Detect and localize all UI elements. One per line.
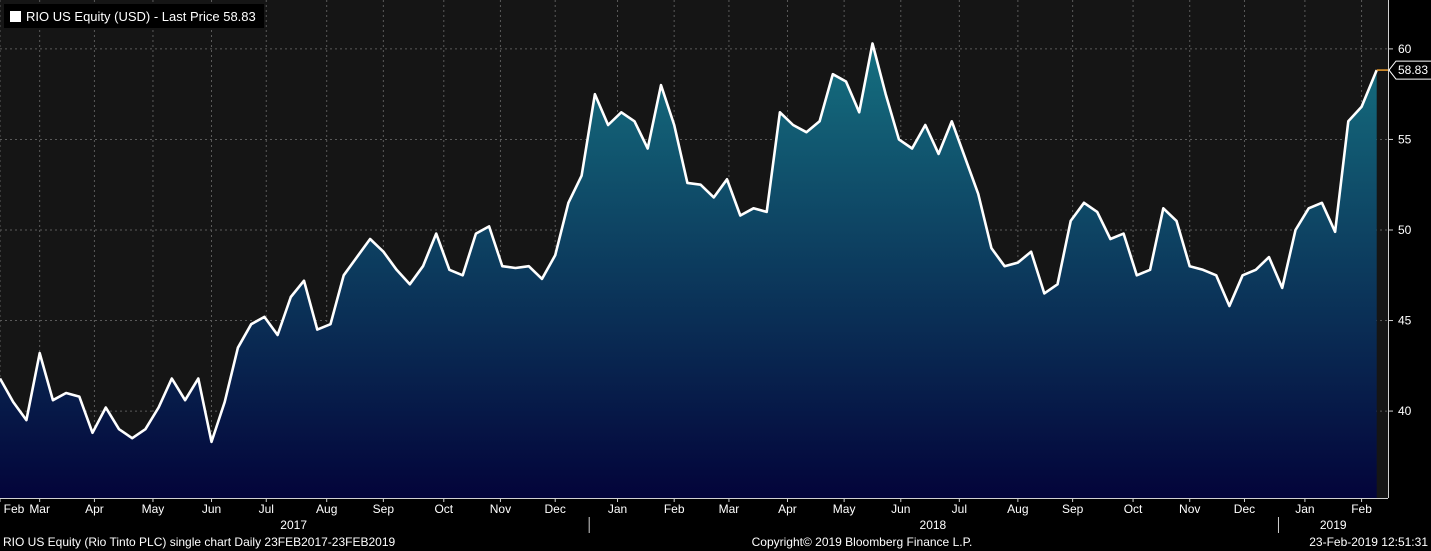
x-tick-label: Jul [952, 502, 967, 516]
y-tick-label: 45 [1398, 314, 1412, 328]
x-tick-label: Apr [778, 502, 797, 516]
x-tick-label: Jun [202, 502, 221, 516]
x-tick-label: Jul [259, 502, 274, 516]
x-tick-label: Feb [4, 502, 25, 516]
x-tick-label: Oct [1124, 502, 1143, 516]
y-tick-label: 50 [1398, 223, 1412, 237]
footer-copyright-wrap: Copyright© 2019 Bloomberg Finance L.P. [0, 533, 1431, 551]
x-tick-label: Dec [545, 502, 566, 516]
legend-label: RIO US Equity (USD) - Last Price 58.83 [26, 8, 256, 24]
x-tick-label: Dec [1234, 502, 1255, 516]
footer-copyright: Copyright© 2019 Bloomberg Finance L.P. [751, 535, 973, 549]
x-tick-label: Mar [29, 502, 50, 516]
last-price-tag [1388, 60, 1431, 80]
footer-description: RIO US Equity (Rio Tinto PLC) single cha… [3, 535, 396, 549]
y-tick-label: 55 [1398, 132, 1412, 146]
x-axis-tick-labels: Feb Mar Apr May Jun Jul Aug Sep Oct Nov Dec Jan Feb M… [0, 498, 1372, 516]
x-tick-label: Nov [1179, 502, 1200, 516]
footer-timestamp: 23-Feb-2019 12:51:31 [1309, 535, 1428, 549]
x-tick-label: Aug [1007, 502, 1028, 516]
x-tick-label: Feb [664, 502, 685, 516]
x-tick-label: Sep [373, 502, 395, 516]
x-tick-label: Jan [1295, 502, 1314, 516]
x-tick-label: Feb [1351, 502, 1372, 516]
x-tick-label: Sep [1062, 502, 1084, 516]
x-tick-label: May [142, 502, 165, 516]
axes [0, 0, 1389, 499]
price-line [0, 42, 1378, 444]
x-tick-label: Apr [85, 502, 104, 516]
chart-legend: RIO US Equity (USD) - Last Price 58.83 [4, 4, 264, 28]
last-price-marker: 58.83 [1376, 60, 1431, 80]
y-axis-tick-labels: 40 45 50 55 60 [1388, 42, 1412, 418]
x-tick-label: Nov [490, 502, 511, 516]
price-area-fill [0, 43, 1377, 498]
last-price-label: 58.83 [1398, 63, 1428, 77]
x-tick-label: Oct [434, 502, 453, 516]
x-tick-label: Jun [891, 502, 910, 516]
year-label: 2019 [1320, 518, 1347, 532]
y-tick-label: 60 [1398, 42, 1412, 56]
x-tick-label: Jan [608, 502, 627, 516]
price-chart: 40 45 50 55 60 Feb Mar Apr May Jun Jul Aug Sep Oct No… [0, 0, 1431, 533]
year-label: 2017 [280, 518, 307, 532]
x-tick-label: Mar [719, 502, 740, 516]
legend-swatch [10, 10, 21, 22]
year-labels: 2017 2018 2019 [280, 517, 1347, 533]
y-tick-label: 40 [1398, 404, 1412, 418]
year-label: 2018 [920, 518, 947, 532]
x-tick-label: May [833, 502, 856, 516]
chart-footer: RIO US Equity (Rio Tinto PLC) single cha… [0, 533, 1431, 551]
x-tick-label: Aug [316, 502, 337, 516]
